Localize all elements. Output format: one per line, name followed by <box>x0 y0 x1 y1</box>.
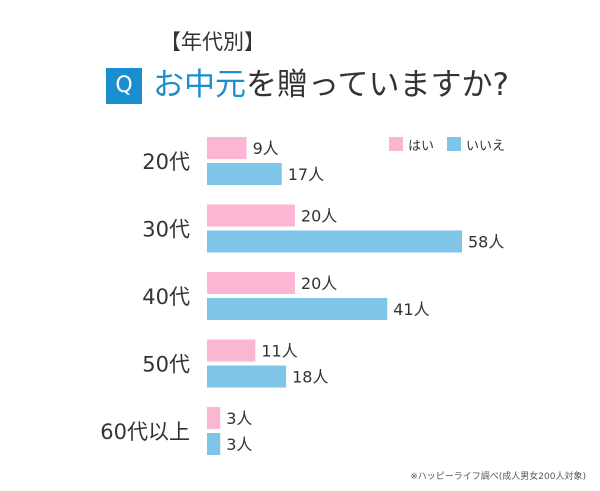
category-label: 40代 <box>142 285 190 309</box>
data-label: 9人 <box>253 139 279 158</box>
data-label: 3人 <box>226 435 252 454</box>
data-label: 11人 <box>261 342 297 361</box>
data-label: 17人 <box>288 165 324 184</box>
category-label: 30代 <box>142 218 190 242</box>
chart-subtitle: 【年代別】 <box>160 30 265 54</box>
bar-no <box>207 365 287 388</box>
bar-no <box>207 433 221 455</box>
legend-label-no: いいえ <box>466 139 505 154</box>
data-label: 18人 <box>292 368 328 387</box>
question-badge: Q <box>106 68 142 104</box>
bar-yes <box>207 339 256 362</box>
legend-swatch-no <box>447 137 461 151</box>
bar-yes <box>207 407 221 429</box>
data-label: 20人 <box>301 207 337 226</box>
data-label: 20人 <box>301 274 337 293</box>
category-label: 20代 <box>142 150 190 174</box>
bar-no <box>207 230 462 253</box>
bar-no <box>207 163 282 185</box>
data-label: 41人 <box>393 300 429 319</box>
legend-swatch-yes <box>389 137 403 151</box>
data-label: 3人 <box>226 409 252 428</box>
category-label: 50代 <box>142 353 190 377</box>
title-accent: お中元 <box>153 67 246 103</box>
bar-yes <box>207 272 295 294</box>
source-footnote: ※ハッピーライフ調べ(成人男女200人対象) <box>410 472 586 482</box>
legend-label-yes: はい <box>408 139 434 154</box>
bar-yes <box>207 137 247 159</box>
category-label: 60代以上 <box>100 420 190 444</box>
title-rest: を贈っていますか? <box>246 67 509 103</box>
bar-no <box>207 298 388 320</box>
bar-yes <box>207 204 295 227</box>
data-label: 58人 <box>468 233 504 252</box>
chart-title: お中元を贈っていますか? <box>153 64 509 106</box>
